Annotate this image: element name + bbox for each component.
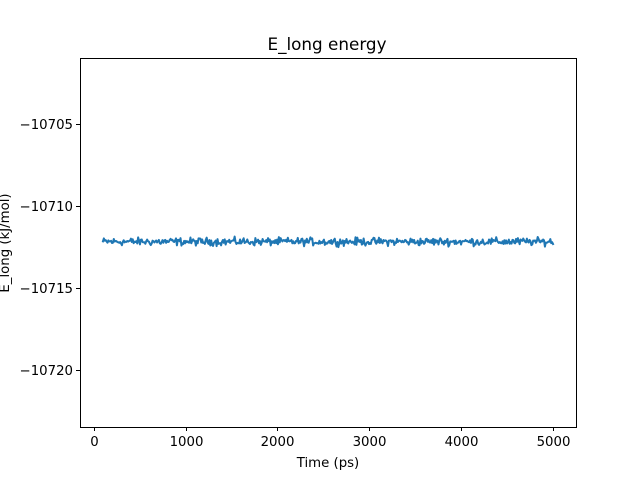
x-tick-label: 5000: [537, 435, 571, 450]
plot-frame: [80, 58, 577, 428]
x-tick-label: 4000: [445, 435, 479, 450]
chart-title: E_long energy: [267, 34, 386, 55]
x-axis: 0 1000 2000 3000 4000 5000: [90, 427, 570, 450]
y-axis-label: E_long (kJ/mol): [0, 193, 13, 292]
y-tick-label: −10720: [20, 364, 73, 379]
series-layer: [101, 235, 555, 249]
x-tick-label: 2000: [261, 435, 295, 450]
y-tick-label: −10710: [20, 200, 73, 215]
x-tick-label: 3000: [353, 435, 387, 450]
y-tick-label: −10715: [20, 282, 73, 297]
x-axis-label: Time (ps): [296, 456, 360, 471]
x-tick-label: 0: [90, 435, 98, 450]
y-tick-label: −10705: [20, 118, 73, 133]
x-tick-label: 1000: [170, 435, 204, 450]
plot-area: [80, 58, 577, 428]
y-axis: −10705 −10710 −10715 −10720: [20, 118, 80, 379]
series-line-e-long: [101, 235, 555, 249]
